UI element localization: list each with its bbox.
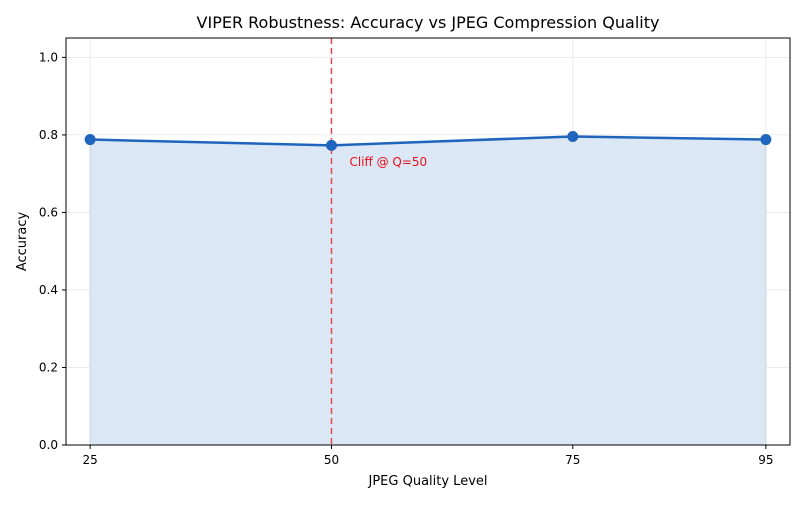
data-point-75	[567, 130, 579, 142]
series-line	[90, 135, 766, 147]
y-tick-label-3: 0.6	[39, 205, 58, 219]
plot-frame	[65, 37, 791, 446]
data-point-50	[325, 139, 337, 151]
data-point-95	[760, 134, 772, 146]
y-tick-label-5: 1.0	[39, 50, 58, 64]
x-tick-label-2: 75	[565, 453, 580, 467]
area-fill-layer	[89, 135, 767, 446]
chart-title: VIPER Robustness: Accuracy vs JPEG Compr…	[197, 13, 660, 32]
x-axis-ticks: 25 50 75 95	[82, 445, 774, 467]
x-tick-label-1: 50	[324, 453, 339, 467]
y-axis-ticks: 0.0 0.2 0.4 0.6 0.8 1.0	[39, 50, 66, 452]
x-tick-label-0: 25	[82, 453, 97, 467]
y-tick-label-4: 0.8	[39, 128, 58, 142]
x-axis-label: JPEG Quality Level	[368, 474, 488, 489]
y-tick-label-0: 0.0	[39, 438, 58, 452]
x-tick-label-3: 95	[758, 453, 773, 467]
series-line-layer	[90, 135, 766, 147]
data-point-25	[84, 134, 96, 146]
y-axis-label: Accuracy	[15, 212, 30, 272]
y-tick-label-2: 0.4	[39, 283, 58, 297]
annotation-cliff: Cliff @ Q=50	[349, 155, 427, 169]
area-fill	[89, 135, 767, 446]
data-points	[84, 130, 772, 151]
y-tick-label-1: 0.2	[39, 360, 58, 374]
